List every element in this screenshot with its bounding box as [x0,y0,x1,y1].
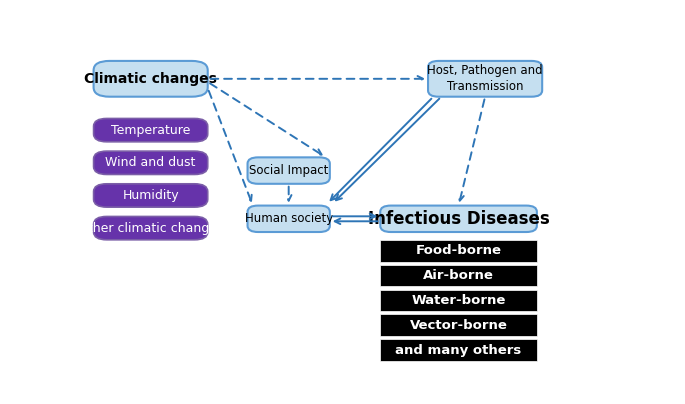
FancyBboxPatch shape [380,240,537,261]
FancyBboxPatch shape [94,151,208,175]
Text: Climatic changes: Climatic changes [84,72,217,86]
Text: Infectious Diseases: Infectious Diseases [368,210,549,228]
FancyBboxPatch shape [247,206,329,232]
FancyBboxPatch shape [380,290,537,311]
Text: Other climatic changes: Other climatic changes [78,222,223,235]
FancyBboxPatch shape [94,217,208,240]
FancyBboxPatch shape [380,206,537,232]
Text: Food-borne: Food-borne [416,244,501,257]
FancyBboxPatch shape [94,118,208,142]
Text: Wind and dust: Wind and dust [105,156,196,169]
FancyBboxPatch shape [94,184,208,207]
FancyBboxPatch shape [428,61,543,97]
Text: Human society: Human society [245,212,333,225]
FancyBboxPatch shape [94,61,208,97]
FancyBboxPatch shape [380,314,537,336]
Text: Social Impact: Social Impact [249,164,328,177]
Text: Humidity: Humidity [123,189,179,202]
Text: Host, Pathogen and
Transmission: Host, Pathogen and Transmission [427,64,543,93]
Text: Vector-borne: Vector-borne [410,319,508,332]
Text: Air-borne: Air-borne [423,269,494,282]
FancyBboxPatch shape [247,158,329,184]
Text: Temperature: Temperature [111,124,190,137]
Text: Water-borne: Water-borne [412,294,506,307]
Text: and many others: and many others [395,344,522,357]
FancyBboxPatch shape [380,265,537,286]
FancyBboxPatch shape [380,339,537,361]
